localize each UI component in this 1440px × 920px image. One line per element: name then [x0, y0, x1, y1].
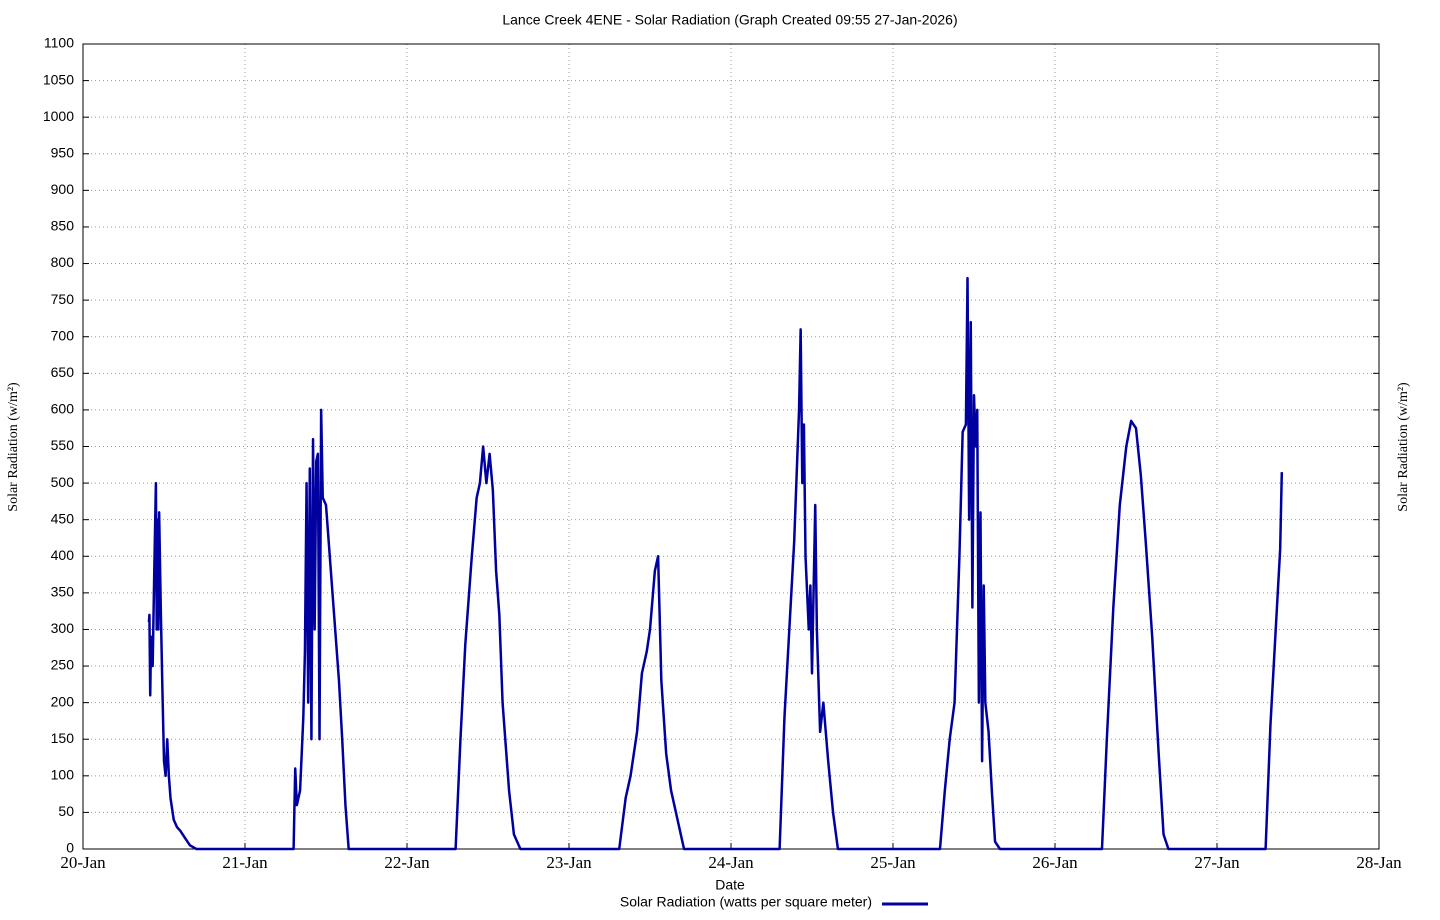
x-tick-label: 26-Jan: [1032, 853, 1078, 872]
x-tick-label: 21-Jan: [222, 853, 268, 872]
y-tick-label: 500: [51, 474, 75, 490]
y-tick-label: 100: [51, 767, 75, 783]
y-tick-label: 950: [51, 144, 75, 160]
y-axis-label: Solar Radiation (w/m²): [6, 382, 21, 512]
y-tick-label: 800: [51, 254, 75, 270]
y-tick-label: 900: [51, 181, 75, 197]
y-tick-label: 600: [51, 401, 75, 417]
x-tick-label: 22-Jan: [384, 853, 430, 872]
y-tick-label: 700: [51, 327, 75, 343]
y-tick-label: 450: [51, 510, 75, 526]
y-axis-label-right: Solar Radiation (w/m²): [1396, 382, 1411, 512]
y-tick-label: 550: [51, 437, 75, 453]
data-line: [147, 276, 1284, 851]
y-tick-label: 1100: [44, 35, 74, 51]
x-tick-label: 24-Jan: [708, 853, 754, 872]
y-tick-label: 650: [51, 364, 75, 380]
y-tick-label: 50: [58, 803, 74, 819]
y-tick-label: 150: [51, 730, 75, 746]
legend-label: Solar Radiation (watts per square meter): [620, 894, 872, 910]
y-tick-label: 350: [51, 584, 75, 600]
x-tick-label: 23-Jan: [546, 853, 592, 872]
y-tick-label: 750: [51, 291, 75, 307]
y-tick-label: 1000: [43, 108, 74, 124]
y-tick-label: 1050: [43, 71, 74, 87]
x-axis-label: Date: [715, 877, 745, 893]
y-tick-label: 850: [51, 218, 75, 234]
y-tick-label: 250: [51, 657, 75, 673]
y-tick-label: 0: [66, 840, 74, 856]
y-tick-label: 200: [51, 693, 75, 709]
y-tick-label: 400: [51, 547, 75, 563]
y-tick-label: 300: [51, 620, 75, 636]
x-tick-label: 27-Jan: [1194, 853, 1240, 872]
x-tick-label: 25-Jan: [870, 853, 916, 872]
x-tick-label: 28-Jan: [1356, 853, 1402, 872]
chart-title: Lance Creek 4ENE - Solar Radiation (Grap…: [502, 12, 957, 28]
x-tick-label: 20-Jan: [60, 853, 106, 872]
